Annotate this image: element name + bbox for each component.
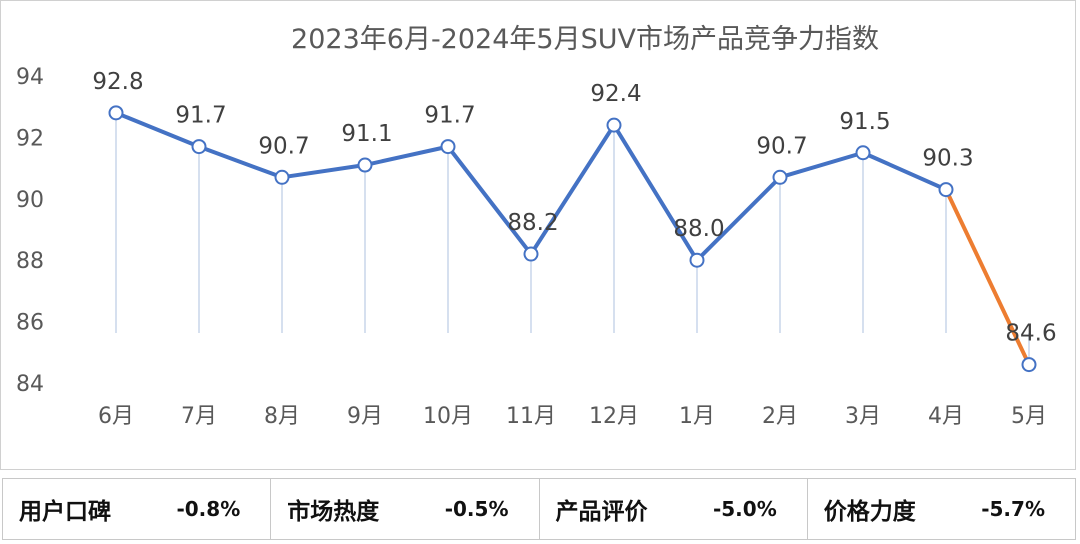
x-tick-label: 9月 — [347, 404, 383, 429]
metric-label: 产品评价 — [555, 499, 648, 525]
data-labels: 92.8 91.7 90.7 91.1 91.7 88.2 92.4 88.0 90.7 91.5… — [92, 69, 1056, 347]
data-point — [523, 246, 539, 262]
metric-price-strength: 价格力度 -5.7% — [808, 479, 1075, 539]
data-point — [108, 105, 124, 121]
x-tick-label: 8月 — [264, 404, 300, 429]
data-label: 88.2 — [507, 210, 558, 236]
series-segment — [197, 144, 284, 180]
series-segment — [280, 163, 367, 180]
line-chart: 2023年6月-2024年5月SUV市场产品竞争力指数 84 86 88 90 92 94… — [16, 24, 1057, 429]
data-point — [772, 169, 788, 185]
data-label: 91.5 — [839, 109, 890, 135]
x-tick-label: 3月 — [845, 404, 881, 429]
y-tick-label: 86 — [16, 311, 44, 336]
metric-market-heat: 市场热度 -0.5% — [271, 479, 540, 539]
x-axis: 6月 7月 8月 9月 10月 11月 12月 1月 2月 3月 4月 5月 — [98, 404, 1047, 429]
y-tick-label: 88 — [16, 249, 44, 274]
series-segment — [363, 144, 450, 168]
x-tick-label: 1月 — [679, 404, 715, 429]
chart-title: 2023年6月-2024年5月SUV市场产品竞争力指数 — [291, 24, 879, 55]
x-tick-label: 12月 — [589, 404, 639, 429]
data-label: 92.4 — [590, 81, 641, 107]
metric-value: -5.0% — [712, 497, 777, 521]
data-point — [938, 182, 954, 198]
data-label: 88.0 — [673, 216, 724, 242]
x-tick-label: 4月 — [928, 404, 964, 429]
data-point — [191, 139, 207, 155]
data-label: 92.8 — [92, 69, 143, 95]
chart-frame — [0, 0, 1076, 470]
data-label: 91.7 — [175, 103, 226, 129]
x-tick-label: 10月 — [423, 404, 473, 429]
x-tick-label: 2月 — [762, 404, 798, 429]
x-tick-label: 7月 — [181, 404, 217, 429]
metric-value: -5.7% — [981, 497, 1045, 521]
data-point — [1021, 357, 1037, 373]
data-point — [440, 139, 456, 155]
metric-label: 价格力度 — [823, 499, 916, 525]
data-point — [689, 252, 705, 268]
data-points — [108, 105, 1037, 373]
data-point — [274, 169, 290, 185]
series-segment — [944, 187, 1031, 367]
data-point — [855, 145, 871, 161]
series-line — [114, 110, 1031, 367]
series-segment — [529, 123, 616, 257]
y-tick-label: 90 — [16, 188, 44, 213]
series-segment — [695, 175, 782, 263]
data-label: 90.7 — [756, 133, 807, 159]
metric-product-rating: 产品评价 -5.0% — [540, 479, 808, 539]
data-point — [606, 117, 622, 133]
series-segment — [114, 110, 201, 149]
series-segment — [861, 150, 948, 192]
metrics-bar: 用户口碑 -0.8% 市场热度 -0.5% 产品评价 -5.0% 价格力度 -5… — [2, 478, 1076, 540]
y-tick-label: 92 — [16, 126, 44, 151]
series-segment — [446, 144, 533, 257]
series-segment — [778, 150, 865, 180]
data-label: 84.6 — [1005, 321, 1056, 347]
y-axis: 84 86 88 90 92 94 — [16, 65, 44, 397]
x-tick-label: 11月 — [506, 404, 556, 429]
metric-value: -0.5% — [444, 497, 509, 521]
x-tick-label: 5月 — [1011, 404, 1047, 429]
data-point — [357, 157, 373, 173]
drop-lines — [115, 112, 1030, 365]
data-label: 90.3 — [922, 146, 973, 172]
data-label: 90.7 — [258, 133, 309, 159]
metric-label: 用户口碑 — [19, 499, 111, 525]
series-segment — [612, 123, 699, 263]
metric-user-reputation: 用户口碑 -0.8% — [3, 479, 272, 539]
data-label: 91.7 — [424, 103, 475, 129]
data-label: 91.1 — [341, 121, 392, 147]
metric-value: -0.8% — [176, 497, 241, 521]
y-tick-label: 84 — [16, 372, 44, 397]
metric-label: 市场热度 — [287, 499, 380, 525]
x-tick-label: 6月 — [98, 404, 134, 429]
y-tick-label: 94 — [16, 65, 44, 90]
